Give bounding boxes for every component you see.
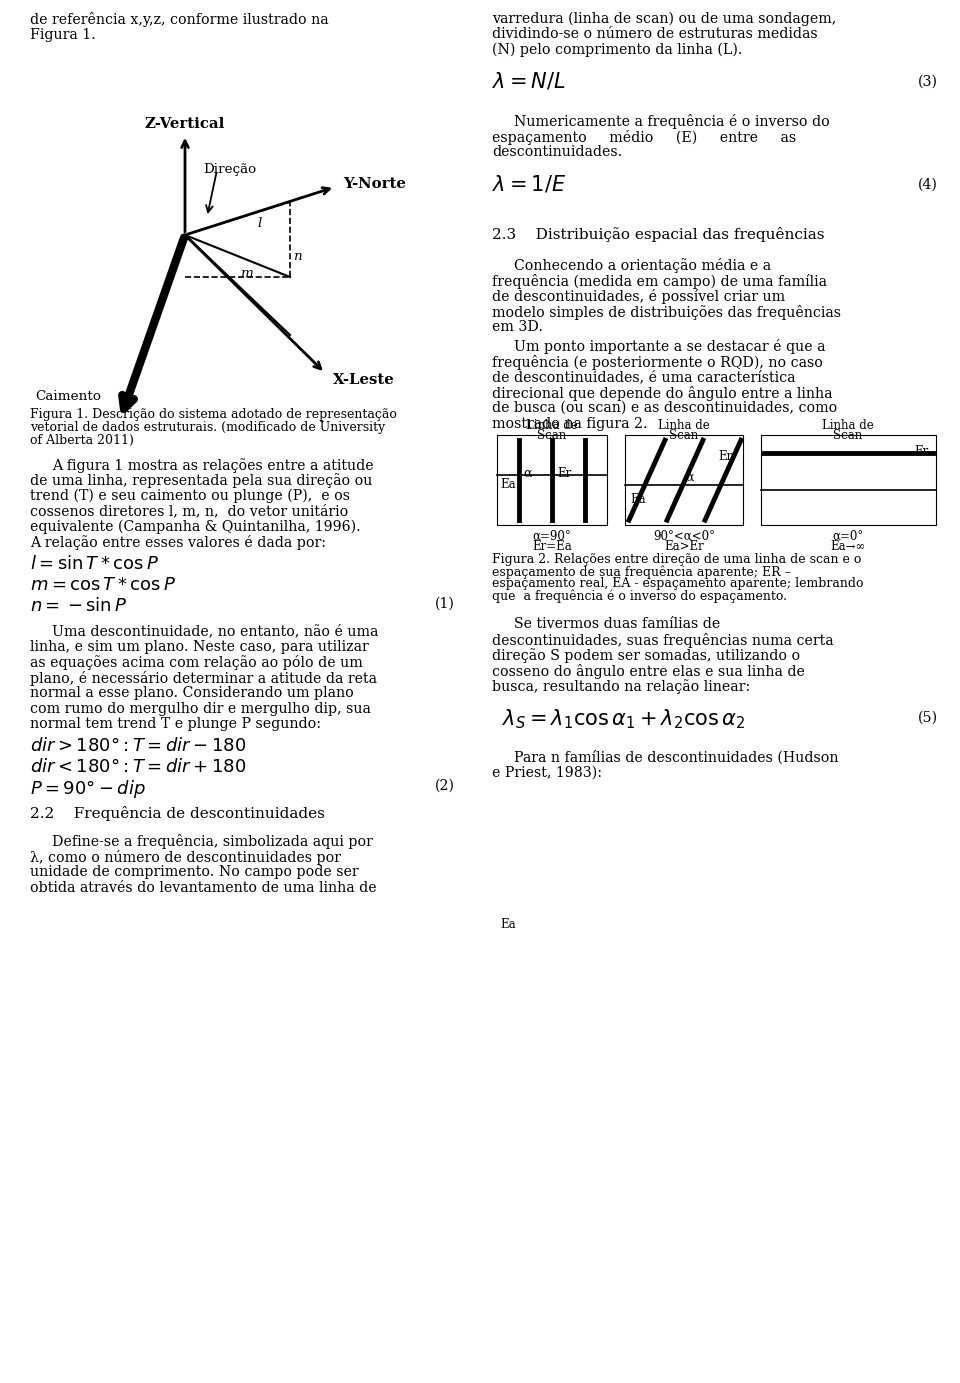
Text: (N) pelo comprimento da linha (L).: (N) pelo comprimento da linha (L). — [492, 43, 742, 57]
Text: Linha de: Linha de — [526, 419, 578, 431]
Text: $\lambda_S = \lambda_1 \cos\alpha_1 + \lambda_2 \cos\alpha_2$: $\lambda_S = \lambda_1 \cos\alpha_1 + \l… — [502, 707, 745, 730]
Text: vetorial de dados estruturais. (modificado de University: vetorial de dados estruturais. (modifica… — [30, 420, 385, 434]
Text: Linha de: Linha de — [822, 419, 874, 431]
Text: l: l — [257, 217, 261, 230]
Text: (5): (5) — [918, 711, 938, 725]
Text: α=0°: α=0° — [832, 530, 864, 544]
Text: busca, resultando na relação linear:: busca, resultando na relação linear: — [492, 679, 751, 694]
Text: Figura 1.: Figura 1. — [30, 28, 96, 41]
Text: α: α — [523, 467, 532, 480]
Text: m: m — [240, 267, 252, 279]
Text: A relação entre esses valores é dada por:: A relação entre esses valores é dada por… — [30, 535, 326, 550]
Text: obtida através do levantamento de uma linha de: obtida através do levantamento de uma li… — [30, 881, 376, 895]
Text: unidade de comprimento. No campo pode ser: unidade de comprimento. No campo pode se… — [30, 866, 359, 880]
Text: Linha de: Linha de — [659, 419, 709, 431]
Text: Figura 2. Relações entre direção de uma linha de scan e o: Figura 2. Relações entre direção de uma … — [492, 553, 861, 566]
Text: varredura (linha de scan) ou de uma sondagem,: varredura (linha de scan) ou de uma sond… — [492, 12, 836, 26]
Text: Er: Er — [914, 445, 928, 458]
Text: dividindo-se o número de estruturas medidas: dividindo-se o número de estruturas medi… — [492, 28, 818, 41]
Text: Numericamente a frequência é o inverso do: Numericamente a frequência é o inverso d… — [514, 115, 829, 129]
Bar — [761, 436, 936, 526]
Text: espaçamento real, EA - espaçamento aparente; lembrando: espaçamento real, EA - espaçamento apare… — [492, 577, 863, 591]
Text: com rumo do mergulho dir e mergulho dip, sua: com rumo do mergulho dir e mergulho dip,… — [30, 701, 371, 715]
Text: direção S podem ser somadas, utilizando o: direção S podem ser somadas, utilizando … — [492, 649, 800, 662]
Text: de busca (ou scan) e as descontinuidades, como: de busca (ou scan) e as descontinuidades… — [492, 401, 837, 415]
Text: normal tem trend T e plunge P segundo:: normal tem trend T e plunge P segundo: — [30, 718, 322, 732]
Text: A figura 1 mostra as relações entre a atitude: A figura 1 mostra as relações entre a at… — [52, 458, 373, 473]
Text: $P = 90° - dip$: $P = 90° - dip$ — [30, 779, 146, 801]
Text: de uma linha, representada pela sua direção ou: de uma linha, representada pela sua dire… — [30, 473, 372, 488]
Text: linha, e sim um plano. Neste caso, para utilizar: linha, e sim um plano. Neste caso, para … — [30, 639, 369, 654]
Text: Ea: Ea — [500, 918, 516, 931]
Text: espaçamento     médio     (E)     entre     as: espaçamento médio (E) entre as — [492, 130, 796, 145]
Text: $dir > 180°: T = dir - 180$: $dir > 180°: T = dir - 180$ — [30, 737, 247, 755]
Text: frequência (medida em campo) de uma família: frequência (medida em campo) de uma famí… — [492, 274, 827, 289]
Text: Se tivermos duas famílias de: Se tivermos duas famílias de — [514, 617, 720, 631]
Text: em 3D.: em 3D. — [492, 321, 543, 335]
Text: que  a frequência é o inverso do espaçamento.: que a frequência é o inverso do espaçame… — [492, 589, 787, 603]
Text: Caimento: Caimento — [35, 390, 101, 402]
Text: $m = \cos T * \cos P$: $m = \cos T * \cos P$ — [30, 575, 176, 593]
Text: α: α — [685, 472, 693, 484]
Text: Ea→∞: Ea→∞ — [830, 541, 866, 553]
Text: Scan: Scan — [669, 429, 699, 443]
Text: $\lambda = 1/E$: $\lambda = 1/E$ — [492, 173, 566, 194]
Text: $n = -\sin P$: $n = -\sin P$ — [30, 597, 127, 615]
Text: Scan: Scan — [833, 429, 863, 443]
Text: 2.2    Frequência de descontinuidades: 2.2 Frequência de descontinuidades — [30, 806, 324, 822]
Text: espaçamento de sua frequência aparente; ER –: espaçamento de sua frequência aparente; … — [492, 566, 791, 578]
Text: α=90°: α=90° — [533, 530, 571, 544]
Text: de descontinuidades, é possível criar um: de descontinuidades, é possível criar um — [492, 289, 785, 304]
Text: X-Leste: X-Leste — [333, 373, 395, 387]
Text: equivalente (Campanha & Quintanilha, 1996).: equivalente (Campanha & Quintanilha, 199… — [30, 520, 361, 534]
Text: descontinuidades, suas frequências numa certa: descontinuidades, suas frequências numa … — [492, 632, 833, 647]
Text: cossenos diretores l, m, n,  do vetor unitário: cossenos diretores l, m, n, do vetor uni… — [30, 505, 348, 519]
Text: Para n famílias de descontinuidades (Hudson: Para n famílias de descontinuidades (Hud… — [514, 751, 838, 765]
Text: $\lambda = N/L$: $\lambda = N/L$ — [492, 71, 566, 91]
Text: 2.3    Distribuição espacial das frequências: 2.3 Distribuição espacial das frequência… — [492, 227, 825, 242]
Text: (4): (4) — [918, 177, 938, 191]
Text: descontinuidades.: descontinuidades. — [492, 145, 622, 159]
Text: $dir < 180°: T = dir + 180$: $dir < 180°: T = dir + 180$ — [30, 758, 247, 776]
Text: Ea>Er: Ea>Er — [664, 541, 704, 553]
Text: trend (T) e seu caimento ou plunge (P),  e os: trend (T) e seu caimento ou plunge (P), … — [30, 490, 350, 503]
Text: (1): (1) — [435, 597, 455, 611]
Text: Uma descontinuidade, no entanto, não é uma: Uma descontinuidade, no entanto, não é u… — [52, 624, 378, 638]
Bar — [497, 436, 607, 526]
Text: plano, é necessário determinar a atitude da reta: plano, é necessário determinar a atitude… — [30, 671, 377, 686]
Text: normal a esse plano. Considerando um plano: normal a esse plano. Considerando um pla… — [30, 686, 353, 700]
Text: (2): (2) — [435, 779, 455, 792]
Text: Er=Ea: Er=Ea — [532, 541, 572, 553]
Text: Er: Er — [718, 449, 732, 463]
Text: Conhecendo a orientação média e a: Conhecendo a orientação média e a — [514, 259, 771, 274]
Text: 90°<α<0°: 90°<α<0° — [653, 530, 715, 544]
Text: Figura 1. Descrição do sistema adotado de representação: Figura 1. Descrição do sistema adotado d… — [30, 408, 396, 420]
Text: Ea: Ea — [630, 494, 646, 506]
Text: n: n — [293, 250, 301, 263]
Text: de descontinuidades, é uma característica: de descontinuidades, é uma característic… — [492, 371, 796, 384]
Text: e Priest, 1983):: e Priest, 1983): — [492, 766, 602, 780]
Text: cosseno do ângulo entre elas e sua linha de: cosseno do ângulo entre elas e sua linha… — [492, 664, 804, 679]
Text: Scan: Scan — [538, 429, 566, 443]
Text: de referência x,y,z, conforme ilustrado na: de referência x,y,z, conforme ilustrado … — [30, 12, 328, 28]
Text: Z-Vertical: Z-Vertical — [145, 118, 226, 131]
Text: frequência (e posteriormente o RQD), no caso: frequência (e posteriormente o RQD), no … — [492, 354, 823, 369]
Bar — [625, 436, 743, 526]
Text: Define-se a frequência, simbolizada aqui por: Define-se a frequência, simbolizada aqui… — [52, 834, 372, 849]
Text: direcional que depende do ângulo entre a linha: direcional que depende do ângulo entre a… — [492, 386, 832, 401]
Text: Y-Norte: Y-Norte — [343, 177, 406, 191]
Text: mostrado na figura 2.: mostrado na figura 2. — [492, 416, 648, 430]
Text: Er: Er — [557, 467, 571, 480]
Text: λ, como o número de descontinuidades por: λ, como o número de descontinuidades por — [30, 849, 341, 864]
Text: Ea: Ea — [500, 479, 516, 491]
Text: of Alberta 2011): of Alberta 2011) — [30, 434, 133, 447]
Text: Um ponto importante a se destacar é que a: Um ponto importante a se destacar é que … — [514, 339, 826, 354]
Text: $l = \sin T * \cos P$: $l = \sin T * \cos P$ — [30, 555, 158, 573]
Text: Direção: Direção — [203, 163, 256, 176]
Text: modelo simples de distribuições das frequências: modelo simples de distribuições das freq… — [492, 304, 841, 319]
Text: (3): (3) — [918, 75, 938, 89]
Text: as equações acima com relação ao pólo de um: as equações acima com relação ao pólo de… — [30, 656, 363, 671]
